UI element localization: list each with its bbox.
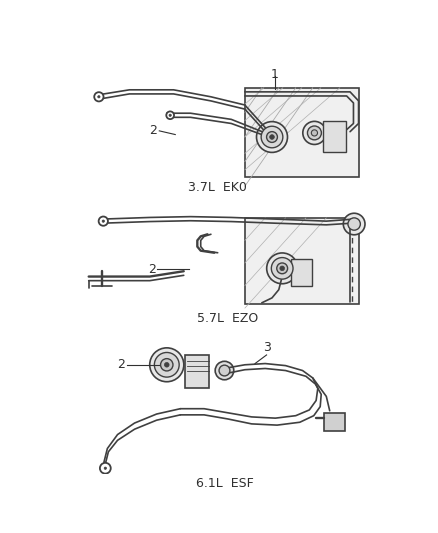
- Text: 5.7L  EZO: 5.7L EZO: [197, 312, 258, 325]
- Circle shape: [94, 92, 103, 101]
- Text: 1: 1: [271, 68, 279, 80]
- Circle shape: [311, 130, 318, 136]
- Circle shape: [219, 365, 230, 376]
- Circle shape: [271, 257, 293, 279]
- Text: 6.1L  ESF: 6.1L ESF: [196, 478, 253, 490]
- Circle shape: [161, 359, 173, 371]
- Bar: [185, 356, 208, 387]
- Circle shape: [303, 122, 326, 144]
- Bar: [324, 413, 345, 431]
- Circle shape: [348, 218, 360, 230]
- Circle shape: [343, 213, 365, 235]
- Text: 2: 2: [148, 263, 156, 276]
- Circle shape: [215, 361, 234, 380]
- Circle shape: [154, 352, 179, 377]
- Text: 2: 2: [117, 358, 125, 372]
- Circle shape: [257, 122, 287, 152]
- Bar: [323, 122, 346, 152]
- Circle shape: [277, 263, 288, 274]
- Circle shape: [104, 467, 106, 470]
- Circle shape: [267, 253, 298, 284]
- Bar: [291, 259, 312, 286]
- Circle shape: [150, 348, 184, 382]
- Circle shape: [270, 135, 274, 139]
- Circle shape: [307, 126, 321, 140]
- Circle shape: [102, 220, 104, 222]
- Circle shape: [280, 266, 285, 271]
- Circle shape: [98, 95, 100, 98]
- Circle shape: [100, 463, 111, 474]
- Text: 3: 3: [263, 341, 271, 354]
- Text: 3.7L  EK0: 3.7L EK0: [188, 181, 247, 193]
- Circle shape: [261, 126, 283, 148]
- Circle shape: [99, 216, 108, 226]
- Circle shape: [166, 111, 174, 119]
- Polygon shape: [245, 88, 359, 177]
- Circle shape: [169, 114, 171, 116]
- Polygon shape: [245, 218, 359, 304]
- Text: 2: 2: [149, 124, 157, 138]
- Circle shape: [267, 132, 277, 142]
- Circle shape: [164, 362, 169, 367]
